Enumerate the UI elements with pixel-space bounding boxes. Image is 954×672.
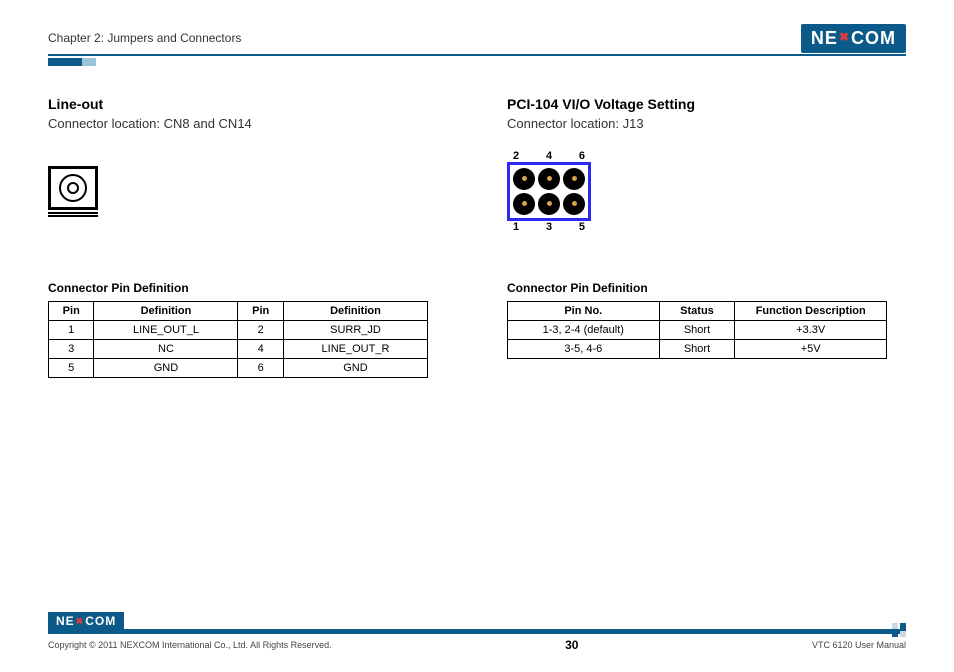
logo-x-icon: ✖ [76,616,85,627]
cell: 6 [238,359,283,378]
table-row: 3-5, 4-6 Short +5V [508,340,887,359]
header-rule [48,54,906,56]
pin-label-4: 4 [546,150,552,162]
copyright: Copyright © 2011 NEXCOM International Co… [48,640,332,650]
pin-label-1: 1 [513,221,519,233]
lineout-title: Line-out [48,96,447,112]
cell: GND [94,359,238,378]
chapter-label: Chapter 2: Jumpers and Connectors [48,31,241,45]
footer-squares-icon [892,623,906,637]
th-def-a: Definition [94,302,238,321]
table-header-row: Pin No. Status Function Description [508,302,887,321]
page-number: 30 [565,638,578,652]
cell: 2 [238,321,283,340]
pin-icon [563,193,585,215]
vio-title: PCI-104 VI/O Voltage Setting [507,96,906,112]
pin-icon [538,193,560,215]
right-table-title: Connector Pin Definition [507,281,906,295]
audio-jack-icon [48,166,98,210]
th-def-b: Definition [283,302,427,321]
pin-icon [513,168,535,190]
th-pin-b: Pin [238,302,283,321]
cell: 5 [49,359,94,378]
footer: NE ✖ COM Copyright © 2011 NEXCOM Interna… [48,629,906,652]
pin-label-5: 5 [579,221,585,233]
logo-part-right: COM [851,28,896,49]
vio-table: Pin No. Status Function Description 1-3,… [507,301,887,359]
cell: Short [659,321,735,340]
jumper-box [507,162,591,221]
logo-part-left: NE [56,614,75,628]
cell: Short [659,340,735,359]
cell: LINE_OUT_L [94,321,238,340]
pin-label-3: 3 [546,221,552,233]
vio-subtitle: Connector location: J13 [507,116,906,131]
left-column: Line-out Connector location: CN8 and CN1… [48,96,447,378]
right-column: PCI-104 VI/O Voltage Setting Connector l… [507,96,906,378]
cell: 1-3, 2-4 (default) [508,321,660,340]
pin-icon [538,168,560,190]
pin-icon [563,168,585,190]
pin-label-2: 2 [513,150,519,162]
table-row: 1 LINE_OUT_L 2 SURR_JD [49,321,428,340]
cell: 3-5, 4-6 [508,340,660,359]
cell: SURR_JD [283,321,427,340]
th-func: Function Description [735,302,887,321]
footer-logo: NE ✖ COM [48,612,124,630]
table-row: 3 NC 4 LINE_OUT_R [49,340,428,359]
table-header-row: Pin Definition Pin Definition [49,302,428,321]
pin-label-6: 6 [579,150,585,162]
cell: GND [283,359,427,378]
lineout-subtitle: Connector location: CN8 and CN14 [48,116,447,131]
table-row: 1-3, 2-4 (default) Short +3.3V [508,321,887,340]
cell: 3 [49,340,94,359]
th-pinno: Pin No. [508,302,660,321]
cell: 1 [49,321,94,340]
pin-icon [513,193,535,215]
th-status: Status [659,302,735,321]
logo-x-icon: ✖ [839,30,850,44]
audio-jack-diagram [48,166,98,217]
left-table-title: Connector Pin Definition [48,281,447,295]
cell: NC [94,340,238,359]
cell: +3.3V [735,321,887,340]
lineout-table: Pin Definition Pin Definition 1 LINE_OUT… [48,301,428,378]
table-row: 5 GND 6 GND [49,359,428,378]
brand-logo: NE ✖ COM [801,24,906,53]
cell: LINE_OUT_R [283,340,427,359]
logo-part-right: COM [85,614,116,628]
th-pin-a: Pin [49,302,94,321]
jumper-diagram: 2 4 6 1 [507,150,591,233]
logo-part-left: NE [811,28,838,49]
footer-rule [48,629,906,634]
cell: +5V [735,340,887,359]
manual-name: VTC 6120 User Manual [812,640,906,650]
cell: 4 [238,340,283,359]
